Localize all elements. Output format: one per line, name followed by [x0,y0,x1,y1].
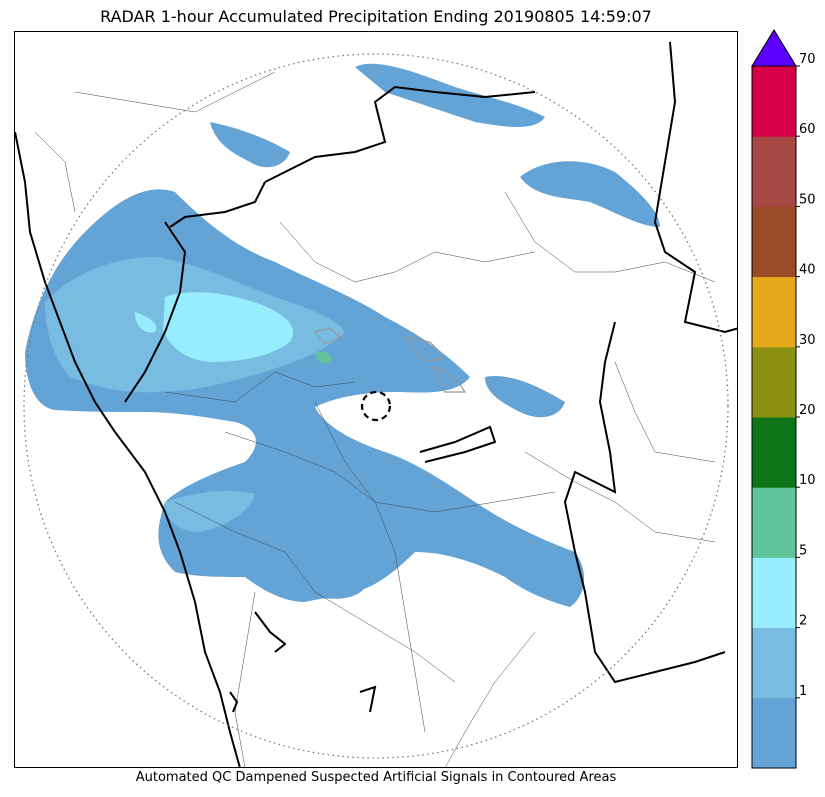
colorbar-tick-label: 40 [799,263,816,278]
radar-map[interactable] [14,31,738,768]
colorbar-bin [752,697,796,769]
colorbar-tick-label: 10 [799,473,816,488]
colorbar-tick-label: 70 [799,52,816,67]
colorbar-bin [752,627,796,699]
precipitation-layer [25,63,660,608]
district-boundaries [34,71,716,767]
colorbar-extend-arrow [751,29,797,67]
colorbar-tick-label: 50 [799,192,816,207]
colorbar-bin [752,487,796,558]
state-boundaries [15,41,737,767]
colorbar-bin [752,557,796,629]
colorbar-bin [752,136,796,207]
qc-contours [313,327,467,393]
colorbar-bin [752,417,796,488]
colorbar-bin [752,276,796,348]
radar-range-ring [23,53,729,759]
colorbar-tick-label: 2 [799,614,807,629]
colorbar-bin [752,346,796,418]
colorbar-tick-label: 30 [799,333,816,348]
colorbar-tick-label: 60 [799,122,816,137]
colorbar: 1 2 5 10 20 30 40 50 60 70 [751,29,816,770]
qc-footnote: Automated QC Dampened Suspected Artifici… [135,770,617,785]
colorbar-bin [752,206,796,278]
radar-site-marker [360,390,392,422]
colorbar-bin [752,66,796,137]
colorbar-tick-label: 20 [799,403,816,418]
colorbar-tick-label: 5 [799,543,807,558]
colorbar-tick-label: 1 [799,684,807,699]
map-title: RADAR 1-hour Accumulated Precipitation E… [100,7,652,26]
